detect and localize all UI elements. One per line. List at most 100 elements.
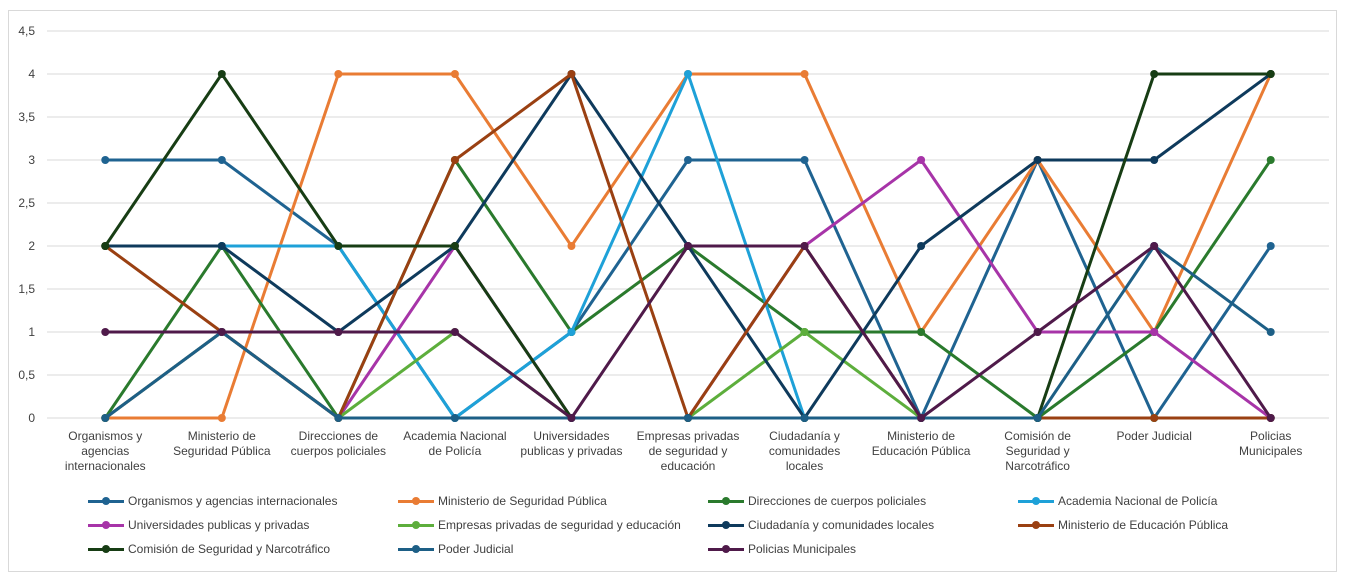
data-point xyxy=(1150,414,1159,422)
legend-label: Direcciones de cuerpos policiales xyxy=(748,494,927,508)
legend-swatch xyxy=(398,544,434,554)
data-point xyxy=(101,328,110,336)
y-tick-label: 0 xyxy=(28,411,35,425)
x-tick-label: Academia Nacional de Policía xyxy=(403,429,506,458)
data-point xyxy=(800,156,809,164)
data-point xyxy=(1033,156,1042,164)
legend-label: Ministerio de Educación Pública xyxy=(1058,518,1229,532)
x-tick-label: Policias Municipales xyxy=(1239,429,1302,458)
legend-item: Direcciones de cuerpos policiales xyxy=(708,492,1018,510)
legend-label: Empresas privadas de seguridad y educaci… xyxy=(438,518,681,532)
data-point xyxy=(217,414,226,422)
y-tick-label: 2,5 xyxy=(18,196,35,210)
y-tick-label: 4 xyxy=(28,67,35,81)
legend-item: Academia Nacional de Policía xyxy=(1018,492,1288,510)
x-tick-label: Ciudadanía y comunidades locales xyxy=(769,429,840,473)
y-tick-label: 0,5 xyxy=(18,368,35,382)
data-point xyxy=(800,70,809,78)
data-point xyxy=(567,414,576,422)
legend-label: Ciudadanía y comunidades locales xyxy=(748,518,935,532)
data-point xyxy=(684,70,692,78)
data-point xyxy=(1033,414,1042,422)
legend-swatch xyxy=(708,520,744,530)
data-point xyxy=(917,242,926,250)
data-point xyxy=(1266,414,1275,422)
data-point xyxy=(684,414,692,422)
legend-label: Ministerio de Seguridad Pública xyxy=(438,494,607,508)
x-tick-label: Poder Judicial xyxy=(1116,429,1191,443)
data-point xyxy=(1266,156,1275,164)
legend-item: Poder Judicial xyxy=(398,540,708,558)
legend-swatch xyxy=(88,496,124,506)
legend-label: Comisión de Seguridad y Narcotráfico xyxy=(128,542,331,556)
data-point xyxy=(217,242,226,250)
legend-swatch xyxy=(1018,520,1054,530)
x-tick-label: Universidades publicas y privadas xyxy=(520,429,622,458)
legend-item: Empresas privadas de seguridad y educaci… xyxy=(398,516,708,534)
legend-item: Universidades publicas y privadas xyxy=(88,516,398,534)
data-point xyxy=(1266,242,1275,250)
x-tick-label: Comisión de Seguridad y Narcotráfico xyxy=(1004,429,1071,473)
data-point xyxy=(800,328,809,336)
data-point xyxy=(217,156,226,164)
data-point xyxy=(567,242,576,250)
x-tick-label: Empresas privadas de seguridad y educación xyxy=(637,429,740,473)
chart-legend: Organismos y agencias internacionales Min… xyxy=(88,492,1288,558)
legend-swatch xyxy=(88,544,124,554)
data-point xyxy=(1150,328,1159,336)
data-point xyxy=(1266,328,1275,336)
legend-item: Ciudadanía y comunidades locales xyxy=(708,516,1018,534)
legend-swatch xyxy=(88,520,124,530)
data-point xyxy=(101,414,110,422)
y-tick-label: 3,5 xyxy=(18,110,35,124)
y-tick-label: 1 xyxy=(28,325,35,339)
data-point xyxy=(1150,242,1159,250)
data-point xyxy=(450,328,459,336)
legend-label: Universidades publicas y privadas xyxy=(128,518,310,532)
legend-item: Ministerio de Seguridad Pública xyxy=(398,492,708,510)
data-point xyxy=(217,328,226,336)
legend-item: Ministerio de Educación Pública xyxy=(1018,516,1288,534)
x-tick-label: Organismos y agencias internacionales xyxy=(65,429,146,473)
data-point xyxy=(450,414,459,422)
data-point xyxy=(217,70,226,78)
legend-label: Policias Municipales xyxy=(748,542,857,556)
legend-swatch xyxy=(398,496,434,506)
data-point xyxy=(800,242,809,250)
legend-swatch xyxy=(1018,496,1054,506)
data-point xyxy=(684,156,692,164)
data-point xyxy=(334,70,343,78)
data-point xyxy=(917,156,926,164)
data-point xyxy=(567,70,576,78)
data-point xyxy=(917,328,926,336)
x-tick-label: Ministerio de Educación Pública xyxy=(872,429,971,458)
y-tick-label: 1,5 xyxy=(18,282,35,296)
data-point xyxy=(450,242,459,250)
legend-swatch xyxy=(708,544,744,554)
data-point xyxy=(1266,70,1275,78)
data-point xyxy=(101,242,110,250)
legend-swatch xyxy=(398,520,434,530)
data-point xyxy=(567,328,576,336)
legend-label: Poder Judicial xyxy=(438,542,514,556)
legend-item: Organismos y agencias internacionales xyxy=(88,492,398,510)
chart-area: 0 0,5 1 1,5 2 2,5 3 3,5 4 4,5 Organismos y agencias… xyxy=(8,10,1337,572)
legend-item: Policias Municipales xyxy=(708,540,1018,558)
legend-label: Organismos y agencias internacionales xyxy=(128,494,338,508)
y-tick-label: 2 xyxy=(28,239,35,253)
data-point xyxy=(800,414,809,422)
data-point xyxy=(917,414,926,422)
legend-swatch xyxy=(708,496,744,506)
data-point xyxy=(334,242,343,250)
data-point xyxy=(334,328,343,336)
y-tick-label: 4,5 xyxy=(18,24,35,38)
data-point xyxy=(101,156,110,164)
data-point xyxy=(450,156,459,164)
data-point xyxy=(1150,156,1159,164)
legend-label: Academia Nacional de Policía xyxy=(1058,494,1218,508)
data-point xyxy=(450,70,459,78)
x-tick-label: Direcciones de cuerpos policiales xyxy=(291,429,386,458)
data-point xyxy=(684,242,692,250)
data-point xyxy=(334,414,343,422)
